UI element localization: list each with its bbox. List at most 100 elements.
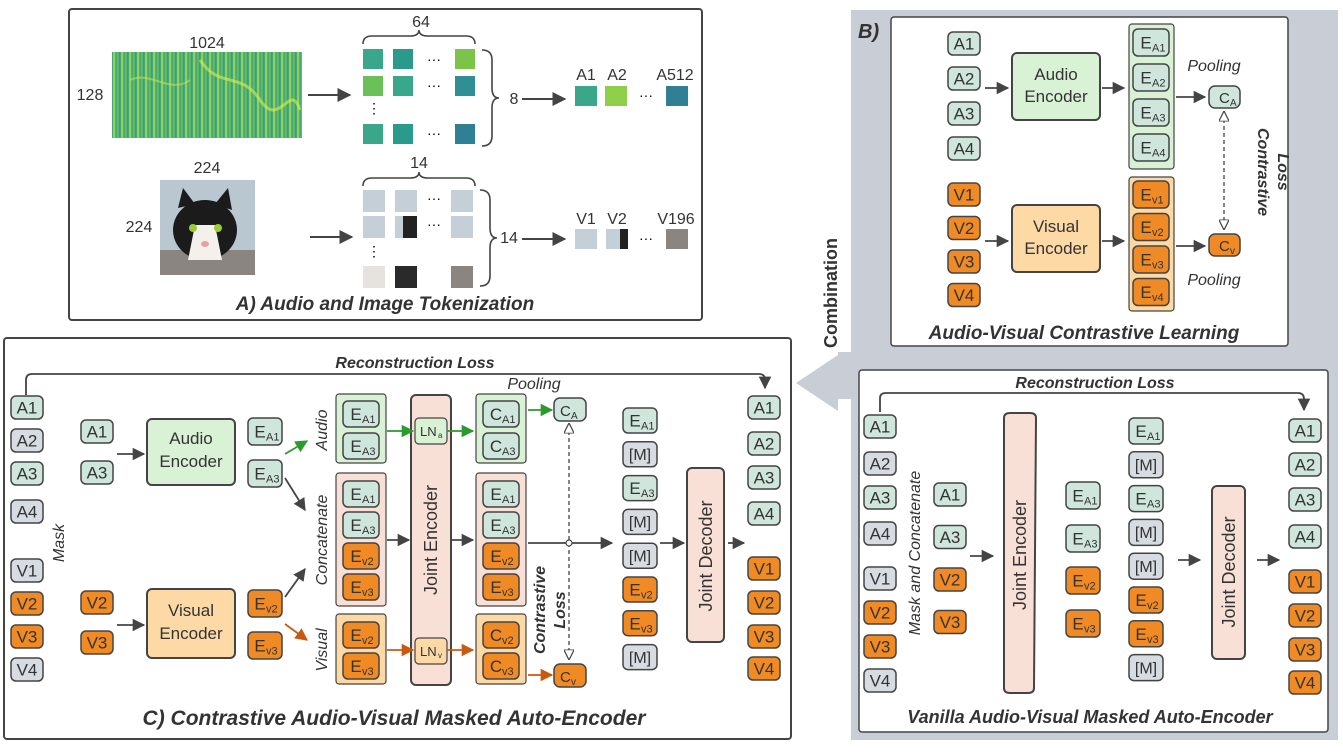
svg-text:Visual: Visual: [168, 601, 214, 620]
svg-text:v2: v2: [502, 556, 514, 568]
svg-text:A1: A1: [940, 486, 961, 505]
svg-text:A1: A1: [502, 414, 515, 426]
joint-decoder: [1211, 485, 1246, 660]
svg-text:A1: A1: [87, 423, 108, 442]
input-token-v3: V3: [10, 624, 44, 649]
svg-text:A2: A2: [17, 432, 38, 451]
svg-text:E: E: [490, 547, 501, 566]
kept-token-a3: A3: [80, 460, 114, 485]
svg-text:E: E: [1140, 139, 1151, 158]
output-token-v4: V4: [1288, 670, 1322, 695]
svg-text:A3: A3: [266, 474, 279, 486]
svg-text:A3: A3: [954, 105, 975, 124]
svg-text:[M]: [M]: [629, 650, 651, 667]
joint-out-ca1: C A1: [482, 400, 520, 428]
contrastive-loss-label: Contrastive Loss: [532, 566, 569, 654]
svg-text:V2: V2: [1295, 607, 1316, 626]
visual-token-v4: V4: [947, 282, 981, 308]
input-token-v1: V1: [863, 566, 897, 591]
panel-a-title: A) Audio and Image Tokenization: [235, 294, 534, 315]
audio-embedding-a3: E A3: [247, 459, 283, 488]
image-patch-grid: ··· ··· ⋮: [363, 190, 473, 288]
output-token-v2: V2: [747, 590, 781, 615]
svg-text:V1: V1: [870, 570, 891, 589]
decoder-input-0: E A1: [622, 407, 658, 434]
svg-text:[M]: [M]: [1135, 660, 1157, 677]
svg-text:A2: A2: [870, 455, 891, 474]
svg-text:C: C: [490, 437, 502, 456]
pooling-label-bottom: Pooling: [1187, 272, 1240, 289]
svg-text:A1: A1: [266, 432, 279, 444]
input-token-v2: V2: [10, 591, 44, 616]
svg-text:Concatenate: Concatenate: [314, 495, 331, 586]
panel-b-contrastive: B) A1 A2 A3 A4 V1 V2 V3 V4 Audio Encoder Visua…: [858, 16, 1291, 347]
panel-d-vanilla-mae: Reconstruction Loss A1 A2 A3 A4 V1 V2 V3 V4 Mas…: [858, 369, 1329, 733]
pooled-audio-ca: [1208, 85, 1241, 109]
image-token-v2: V2: [607, 211, 627, 228]
audio-embedding-a4: E A4: [1132, 133, 1170, 162]
svg-text:E: E: [629, 412, 640, 431]
svg-text:E: E: [1140, 104, 1151, 123]
svg-text:v: v: [1230, 246, 1235, 257]
image-width-label: 224: [194, 160, 221, 177]
input-token-a2: A2: [863, 451, 897, 476]
output-token-a1: A1: [1288, 418, 1322, 443]
svg-text:A2: A2: [1152, 78, 1165, 90]
image-col-count: 14: [410, 155, 428, 172]
svg-text:V3: V3: [754, 628, 775, 647]
svg-text:V2: V2: [87, 594, 108, 613]
audio-width-label: 1024: [189, 35, 225, 52]
kept-token-a3: A3: [933, 524, 967, 550]
svg-text:A1: A1: [1084, 496, 1097, 508]
cat-image: [160, 180, 255, 275]
svg-text:E: E: [1072, 487, 1083, 506]
image-token-v196: V196: [657, 211, 694, 228]
svg-text:v2: v2: [1084, 581, 1096, 593]
svg-text:Joint Decoder: Joint Decoder: [696, 500, 716, 611]
svg-text:Audio: Audio: [1034, 65, 1077, 84]
svg-text:[M]: [M]: [1135, 458, 1157, 475]
output-token-v3: V3: [747, 624, 781, 649]
svg-text:E: E: [1140, 69, 1151, 88]
svg-text:E: E: [350, 485, 361, 504]
audio-token-a1: A1: [576, 67, 596, 84]
decoder-input-0: E A1: [1128, 417, 1164, 445]
output-token-a2: A2: [1288, 452, 1322, 477]
kept-token-v2: V2: [933, 567, 967, 592]
input-token-v2: V2: [863, 600, 897, 625]
svg-text:V3: V3: [1295, 641, 1316, 660]
svg-text:⋮: ⋮: [367, 243, 381, 259]
svg-text:E: E: [1135, 625, 1146, 644]
svg-text:E: E: [350, 437, 361, 456]
visual-token-v1: V1: [947, 182, 981, 207]
audio-patch-grid: ··· ··· ··· ⋮: [363, 49, 475, 144]
input-token-v4: V4: [10, 657, 44, 682]
joint-decoder: [686, 467, 725, 643]
audio-token-a512: A512: [656, 67, 693, 84]
svg-text:E: E: [1072, 572, 1083, 591]
layernorm-visual: [414, 637, 448, 665]
svg-text:E: E: [629, 581, 640, 600]
svg-text:Visual: Visual: [314, 628, 331, 672]
audio-embedding-a1: E A1: [1132, 28, 1170, 57]
svg-text:E: E: [1072, 615, 1083, 634]
decoder-input-2: E A3: [1128, 484, 1164, 513]
input-token-a1: A1: [863, 414, 897, 439]
svg-text:V2: V2: [940, 571, 961, 590]
svg-text:A4: A4: [754, 505, 775, 524]
svg-text:V4: V4: [870, 672, 891, 691]
svg-text:v2: v2: [502, 635, 514, 647]
svg-text:A4: A4: [1295, 528, 1316, 547]
svg-text:A3: A3: [362, 446, 375, 458]
svg-text:A1: A1: [362, 414, 375, 426]
svg-text:v3: v3: [641, 623, 653, 635]
decoder-input-2: E A3: [622, 474, 658, 502]
svg-text:A4: A4: [17, 503, 38, 522]
input-token-a3: A3: [863, 485, 897, 510]
svg-text:A3: A3: [1084, 539, 1097, 551]
